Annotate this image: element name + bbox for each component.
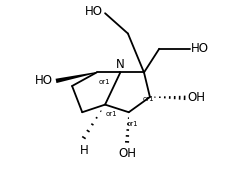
Polygon shape [56,72,97,83]
Text: or1: or1 [127,121,139,127]
Text: or1: or1 [106,111,118,117]
Text: HO: HO [191,42,209,55]
Text: OH: OH [118,147,136,160]
Text: HO: HO [35,74,53,87]
Text: or1: or1 [98,79,110,85]
Text: H: H [80,144,88,157]
Text: OH: OH [187,91,205,104]
Text: N: N [116,58,125,71]
Text: HO: HO [84,5,102,18]
Text: or1: or1 [142,96,154,102]
